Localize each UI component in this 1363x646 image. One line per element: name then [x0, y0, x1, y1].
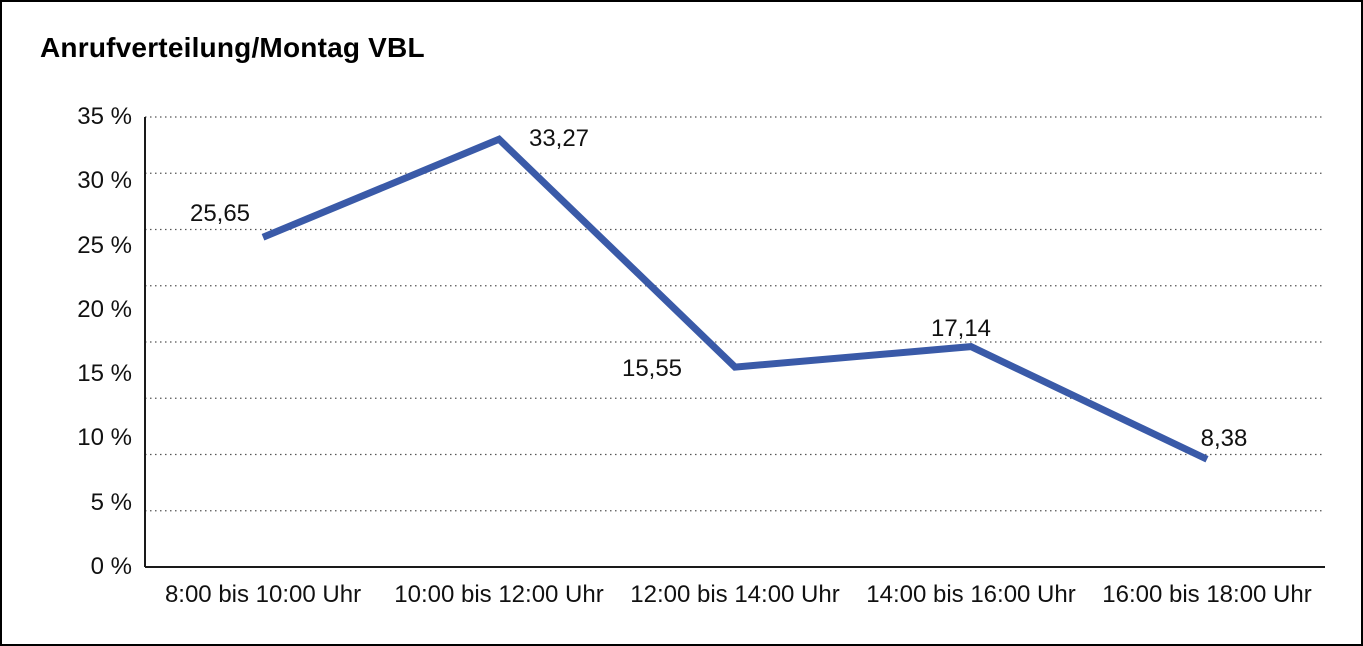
data-point-label: 17,14: [930, 314, 992, 342]
x-tick-label: 16:00 bis 18:00 Uhr: [1102, 581, 1312, 608]
y-tick-label: 5 %: [90, 488, 132, 516]
y-tick-label: 0 %: [90, 553, 132, 580]
data-point-label: 8,38: [1200, 425, 1248, 453]
data-point-label: 15,55: [621, 355, 683, 383]
x-tick-label: 10:00 bis 12:00 Uhr: [394, 581, 604, 608]
y-tick-label: 25 %: [77, 231, 132, 259]
x-tick-label: 14:00 bis 16:00 Uhr: [866, 581, 1076, 608]
x-tick-label: 12:00 bis 14:00 Uhr: [630, 581, 840, 608]
data-point-label: 25,65: [189, 200, 251, 228]
y-tick-label: 15 %: [77, 360, 132, 388]
data-point-label: 33,27: [528, 125, 590, 153]
y-tick-label: 35 %: [77, 103, 132, 130]
y-tick-label: 20 %: [77, 295, 132, 323]
chart-title: Anrufverteilung/Montag VBL: [40, 32, 425, 63]
data-series-line: [261, 135, 1209, 463]
x-tick-label: 8:00 bis 10:00 Uhr: [164, 581, 362, 608]
y-tick-label: 30 %: [77, 167, 132, 195]
y-tick-label: 10 %: [77, 424, 132, 452]
